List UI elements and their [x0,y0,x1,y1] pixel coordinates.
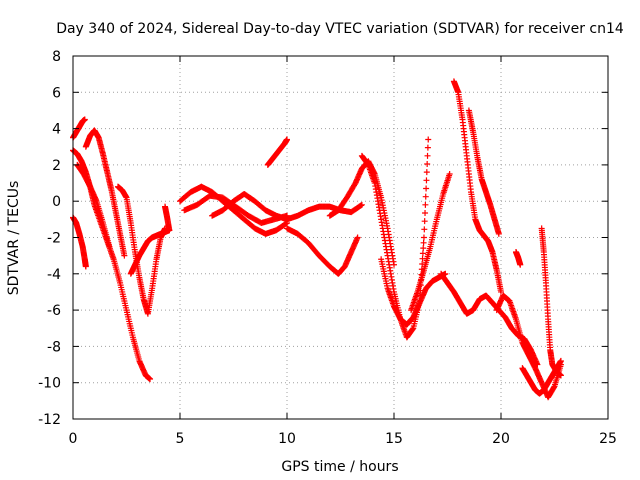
y-tick-label: -4 [47,267,61,283]
y-tick-label: -6 [47,303,61,319]
y-tick-label: -10 [38,376,61,392]
data-point [424,152,431,159]
series-s24 [538,225,564,379]
y-tick-label: 8 [52,49,61,65]
data-point [420,234,427,241]
y-tick-label: 0 [52,194,61,210]
data-point [422,209,429,216]
data-point [517,261,524,268]
data-point [422,193,429,200]
data-point [121,252,128,259]
data-point [498,288,504,295]
series-s16 [378,256,449,328]
data-point [81,116,88,123]
data-point [420,239,427,246]
data-point [446,170,453,177]
x-tick-label: 25 [599,431,617,447]
data-point [423,169,430,176]
chart-title: Day 340 of 2024, Sidereal Day-to-day VTE… [56,21,624,37]
y-tick-label: 4 [52,122,61,138]
y-axis-label: SDTVAR / TECUs [6,181,22,296]
series-s10 [181,192,290,226]
series-s5 [74,161,113,250]
grid-lines [73,56,608,419]
data-point [358,202,365,209]
series-s23 [519,357,564,397]
series-s12 [264,136,290,168]
x-tick-label: 5 [176,431,185,447]
series-s20 [465,107,502,237]
series-s9 [177,183,290,237]
series-s17 [408,170,453,314]
y-tick-label: 6 [52,85,61,101]
data-point [421,226,428,233]
x-tick-label: 20 [492,431,510,447]
data-point [419,250,426,257]
data-point [82,263,89,270]
data-point [284,136,290,143]
data-point [354,234,361,241]
data-points [70,78,564,401]
data-point [423,185,430,192]
data-point [495,230,502,237]
data-point [424,144,431,151]
data-point [422,201,429,208]
series-s21 [493,292,564,401]
data-point [358,201,365,208]
series-s4 [82,127,128,259]
axis-ticks: 0 5 10 15 20 25 -12 -10 -8 -6 -4 -2 0 2 4 6 8 [38,49,617,447]
series-s6 [114,183,169,317]
data-point [106,243,113,250]
data-point [166,227,173,234]
series-s11 [209,190,365,223]
y-tick-label: -12 [38,412,61,428]
series-s22 [512,249,524,268]
data-point [425,136,432,143]
x-axis-label: GPS time / hours [281,459,398,475]
data-point [421,218,428,225]
data-point [557,372,564,379]
data-point [420,245,427,252]
data-point [423,177,430,184]
x-tick-label: 10 [278,431,296,447]
data-point [557,357,564,364]
y-tick-label: -8 [47,339,61,355]
x-tick-label: 15 [385,431,403,447]
data-point [424,160,431,167]
data-point [147,376,154,383]
y-tick-label: -2 [47,231,61,247]
series-s19 [450,78,504,295]
y-tick-label: 2 [52,158,61,174]
series-s13 [284,225,361,277]
x-tick-label: 0 [69,431,78,447]
series-s8 [162,203,173,234]
series-s7 [127,227,173,277]
